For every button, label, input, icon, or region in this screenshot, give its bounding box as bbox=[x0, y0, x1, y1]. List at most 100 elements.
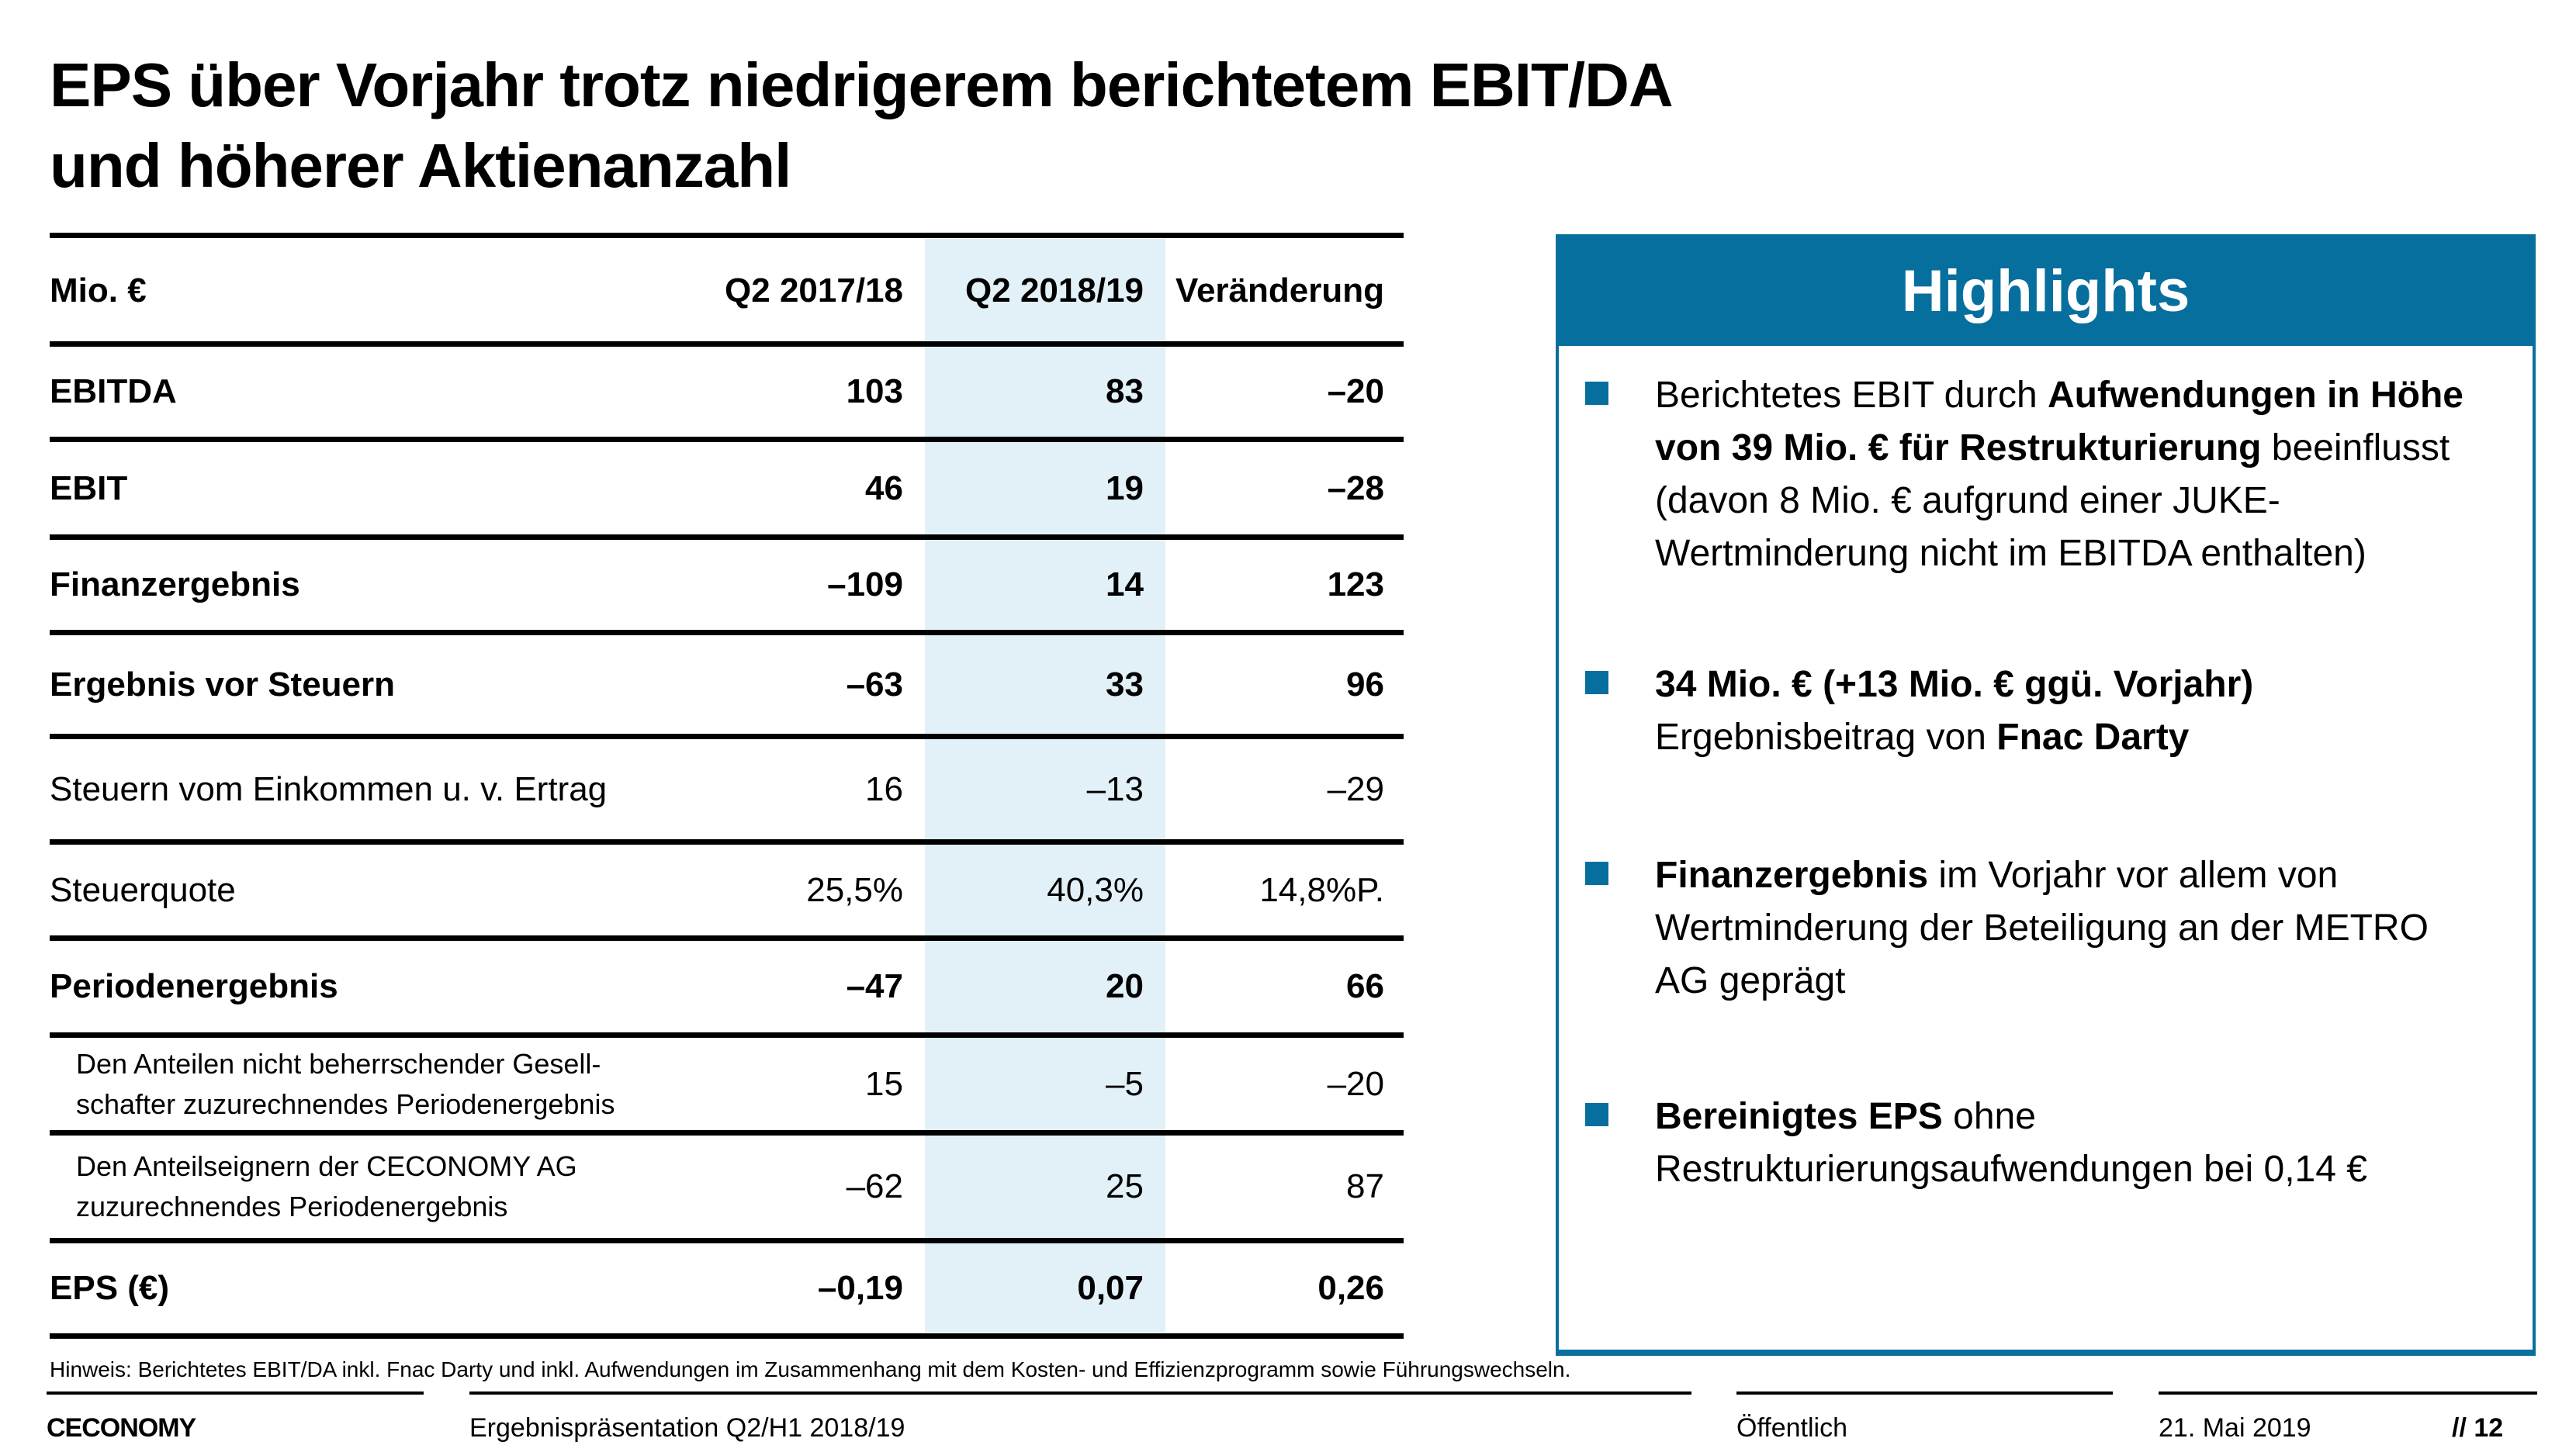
cell-curr: –13 bbox=[1086, 769, 1144, 808]
footer-divider bbox=[47, 1392, 424, 1395]
cell-change: –29 bbox=[1327, 769, 1384, 808]
cell-change: –20 bbox=[1327, 1064, 1384, 1103]
table-row: Periodenergebnis –47 20 66 bbox=[50, 941, 1404, 1032]
highlight-segment-bold: Aufwendungen in Höhe von 39 Mio. € für R… bbox=[1655, 375, 2463, 468]
cell-curr: 14 bbox=[1106, 565, 1144, 603]
table-rule bbox=[50, 341, 1404, 347]
cell-prev: 46 bbox=[865, 468, 903, 507]
header-unit: Mio. € bbox=[50, 271, 147, 309]
row-label: EPS (€) bbox=[50, 1269, 170, 1307]
row-label: EBITDA bbox=[50, 372, 177, 410]
cell-change: 123 bbox=[1327, 565, 1384, 603]
highlight-segment: Ergebnisbeitrag von bbox=[1655, 717, 1997, 758]
table-row: Den Anteilseignern der CECONOMY AG zuzur… bbox=[50, 1136, 1404, 1238]
highlight-segment-bold: Fnac Darty bbox=[1996, 717, 2190, 758]
row-label-line-1: Den Anteilen nicht beherrschender Gesell… bbox=[76, 1047, 601, 1080]
cell-curr: 19 bbox=[1106, 468, 1144, 507]
highlight-segment: im Vorjahr vor allem von Wertminderung d… bbox=[1655, 855, 2429, 1001]
table-row: EBIT 46 19 –28 bbox=[50, 442, 1404, 534]
row-label: Den Anteilseignern der CECONOMY AG zuzur… bbox=[76, 1146, 577, 1227]
classification-label: Öffentlich bbox=[1736, 1413, 1848, 1443]
cell-curr: 33 bbox=[1106, 665, 1144, 704]
footer-divider bbox=[2159, 1392, 2537, 1395]
table-rule bbox=[50, 839, 1404, 845]
cell-prev: –109 bbox=[827, 565, 903, 603]
cell-change: 66 bbox=[1346, 967, 1384, 1005]
table-rule bbox=[50, 630, 1404, 635]
table-rule bbox=[50, 1032, 1404, 1038]
header-change: Veränderung bbox=[1175, 271, 1384, 309]
table-row: EBITDA 103 83 –20 bbox=[50, 347, 1404, 437]
row-label: Finanzergebnis bbox=[50, 565, 300, 603]
highlight-segment: ohne Restrukturierungsaufwendungen bei 0… bbox=[1655, 1096, 2367, 1190]
cell-change: 14,8%P. bbox=[1259, 870, 1384, 909]
highlights-panel: Highlights Berichtetes EBIT durch Aufwen… bbox=[1556, 234, 2536, 1356]
table-row: Steuern vom Einkommen u. v. Ertrag 16 –1… bbox=[50, 739, 1404, 839]
page-title: EPS über Vorjahr trotz niedrigerem beric… bbox=[50, 45, 2067, 206]
footnote: Hinweis: Berichtetes EBIT/DA inkl. Fnac … bbox=[50, 1357, 1571, 1381]
row-label-line-2: zuzurechnendes Periodenergebnis bbox=[76, 1191, 508, 1222]
cell-curr: 0,07 bbox=[1077, 1269, 1144, 1307]
cell-change: 0,26 bbox=[1317, 1269, 1384, 1307]
highlight-text: Finanzergebnis im Vorjahr vor allem von … bbox=[1655, 849, 2431, 1008]
title-line-2: und höherer Aktienanzahl bbox=[50, 131, 791, 200]
row-label-line-2: schafter zuzurechnendes Periodenergebnis bbox=[76, 1087, 615, 1120]
table-rule bbox=[50, 1238, 1404, 1243]
cell-change: 96 bbox=[1346, 665, 1384, 704]
cell-change: –28 bbox=[1327, 468, 1384, 507]
table-row: EPS (€) –0,19 0,07 0,26 bbox=[50, 1243, 1404, 1333]
cell-prev: –63 bbox=[846, 665, 903, 704]
presentation-name: Ergebnispräsentation Q2/H1 2018/19 bbox=[469, 1413, 905, 1443]
cell-curr: 83 bbox=[1106, 372, 1144, 410]
square-bullet-icon bbox=[1585, 382, 1608, 405]
cell-change: 87 bbox=[1346, 1167, 1384, 1205]
cell-prev: 25,5% bbox=[806, 870, 903, 909]
presentation-date: 21. Mai 2019 bbox=[2159, 1413, 2311, 1443]
row-label: Steuerquote bbox=[50, 870, 236, 909]
cell-change: –20 bbox=[1327, 372, 1384, 410]
cell-prev: 103 bbox=[846, 372, 903, 410]
highlight-text: Bereinigtes EPS ohne Restrukturierungsau… bbox=[1655, 1091, 2477, 1196]
table-rule bbox=[50, 534, 1404, 540]
highlight-text: 34 Mio. € (+13 Mio. € ggü. Vorjahr) Erge… bbox=[1655, 659, 2524, 764]
square-bullet-icon bbox=[1585, 671, 1608, 694]
table-rule bbox=[50, 1333, 1404, 1339]
page-number: // 12 bbox=[2452, 1413, 2504, 1443]
table-rule bbox=[50, 233, 1404, 238]
table-rule bbox=[50, 935, 1404, 941]
highlight-segment: beeinflusst (davon 8 Mio. € aufgrund ein… bbox=[1655, 427, 2450, 574]
brand-logo: CECONOMY bbox=[47, 1413, 196, 1443]
cell-curr: –5 bbox=[1106, 1064, 1144, 1103]
cell-prev: –0,19 bbox=[817, 1269, 903, 1307]
row-label: Den Anteilen nicht beherrschender Gesell… bbox=[76, 1044, 615, 1125]
square-bullet-icon bbox=[1585, 862, 1608, 885]
footer-divider bbox=[469, 1392, 1691, 1395]
table-row: Ergebnis vor Steuern –63 33 96 bbox=[50, 635, 1404, 734]
row-label: Periodenergebnis bbox=[50, 967, 338, 1005]
row-label: EBIT bbox=[50, 468, 128, 507]
table-row: Steuerquote 25,5% 40,3% 14,8%P. bbox=[50, 845, 1404, 935]
highlight-segment-bold: 34 Mio. € (+13 Mio. € ggü. Vorjahr) bbox=[1655, 664, 2254, 705]
footer-divider bbox=[1736, 1392, 2113, 1395]
table-row: Finanzergebnis –109 14 123 bbox=[50, 540, 1404, 630]
highlight-text: Berichtetes EBIT durch Aufwendungen in H… bbox=[1655, 369, 2524, 580]
table-rule bbox=[50, 1130, 1404, 1136]
cell-curr: 40,3% bbox=[1047, 870, 1144, 909]
table-rule bbox=[50, 734, 1404, 739]
square-bullet-icon bbox=[1585, 1103, 1608, 1126]
header-prev-period: Q2 2017/18 bbox=[725, 271, 903, 309]
row-label: Ergebnis vor Steuern bbox=[50, 665, 396, 704]
highlight-segment-bold: Bereinigtes EPS bbox=[1655, 1096, 1943, 1137]
table-rule bbox=[50, 437, 1404, 442]
table-row: Den Anteilen nicht beherrschender Gesell… bbox=[50, 1038, 1404, 1130]
cell-prev: 15 bbox=[865, 1064, 903, 1103]
highlight-segment-bold: Finanzergebnis bbox=[1655, 855, 1929, 896]
row-label-line-1: Den Anteilseignern der CECONOMY AG bbox=[76, 1150, 577, 1182]
highlights-title: Highlights bbox=[1559, 237, 2533, 346]
cell-prev: 16 bbox=[865, 769, 903, 808]
cell-curr: 25 bbox=[1106, 1167, 1144, 1205]
current-period-column-highlight bbox=[925, 239, 1165, 1333]
table-header-row: Mio. € Q2 2017/18 Q2 2018/19 Veränderung bbox=[50, 238, 1404, 344]
row-label: Steuern vom Einkommen u. v. Ertrag bbox=[50, 769, 608, 808]
cell-curr: 20 bbox=[1106, 967, 1144, 1005]
